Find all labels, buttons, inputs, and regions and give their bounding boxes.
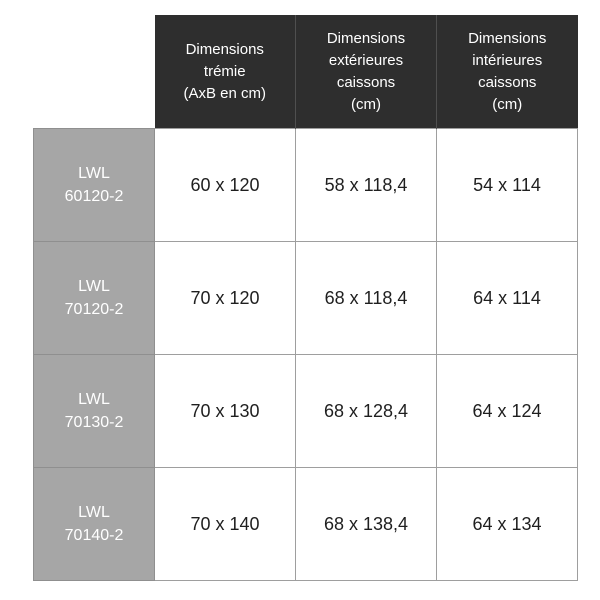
- row-header: LWL 70130-2: [33, 354, 155, 468]
- data-cell: 60 x 120: [154, 128, 296, 242]
- table-row: LWL 70130-2 70 x 130 68 x 128,4 64 x 124: [33, 354, 578, 468]
- data-cell: 64 x 134: [436, 467, 578, 581]
- column-header-interieures: Dimensions intérieures caissons (cm): [436, 15, 578, 129]
- data-cell: 68 x 128,4: [295, 354, 437, 468]
- corner-cell: [33, 15, 155, 129]
- column-header-exterieures: Dimensions extérieures caissons (cm): [295, 15, 437, 129]
- data-cell: 70 x 130: [154, 354, 296, 468]
- dimensions-table: Dimensions trémie (AxB en cm) Dimensions…: [33, 15, 578, 581]
- data-cell: 70 x 120: [154, 241, 296, 355]
- row-header: LWL 60120-2: [33, 128, 155, 242]
- data-cell: 68 x 118,4: [295, 241, 437, 355]
- row-header: LWL 70120-2: [33, 241, 155, 355]
- data-cell: 70 x 140: [154, 467, 296, 581]
- table-row: LWL 70140-2 70 x 140 68 x 138,4 64 x 134: [33, 467, 578, 581]
- table-row: LWL 60120-2 60 x 120 58 x 118,4 54 x 114: [33, 128, 578, 242]
- table-row: LWL 70120-2 70 x 120 68 x 118,4 64 x 114: [33, 241, 578, 355]
- data-cell: 64 x 124: [436, 354, 578, 468]
- data-cell: 68 x 138,4: [295, 467, 437, 581]
- data-cell: 58 x 118,4: [295, 128, 437, 242]
- data-cell: 64 x 114: [436, 241, 578, 355]
- row-header: LWL 70140-2: [33, 467, 155, 581]
- column-header-tremie: Dimensions trémie (AxB en cm): [154, 15, 296, 129]
- table-header-row: Dimensions trémie (AxB en cm) Dimensions…: [33, 15, 578, 129]
- data-cell: 54 x 114: [436, 128, 578, 242]
